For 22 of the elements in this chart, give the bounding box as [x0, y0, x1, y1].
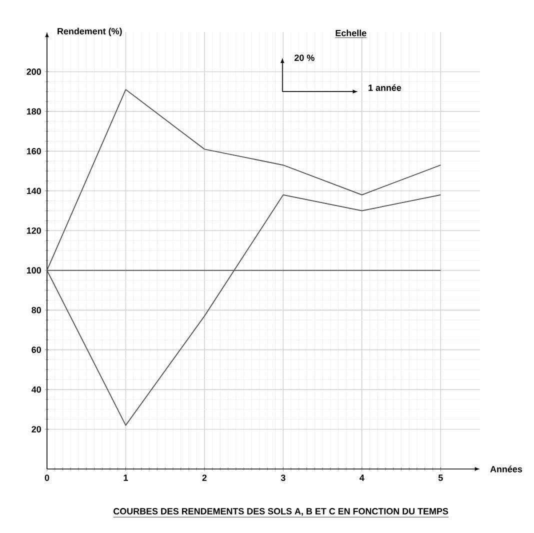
y-tick-label: 140: [26, 188, 41, 194]
annotation: Echelle: [336, 30, 366, 36]
y-axis-title: Rendement (%): [58, 28, 122, 36]
x-tick-label: 4: [360, 474, 364, 481]
y-tick-label: 160: [26, 148, 41, 154]
x-tick-label: 3: [280, 474, 286, 481]
y-tick-label: 80: [32, 306, 41, 314]
x-tick-label: 2: [202, 474, 207, 481]
annotation: 1 année: [368, 84, 402, 91]
y-tick-label: 40: [32, 386, 41, 393]
y-tick-label: 100: [26, 267, 41, 274]
x-tick-label: 5: [438, 474, 443, 481]
y-tick-label: 60: [32, 346, 41, 353]
y-tick-label: 200: [26, 68, 41, 75]
y-tick-label: 120: [26, 227, 41, 234]
text: COURBES DES RENDEMENTS DES SOLS A, B ET C EN FONCTION DU TEMPS: [114, 508, 448, 516]
y-tick-label: 20: [32, 426, 41, 432]
x-tick-label: 0: [44, 474, 50, 481]
x-axis-title: Années: [490, 466, 522, 472]
y-tick-label: 180: [26, 108, 41, 115]
x-tick-label: 1: [124, 474, 128, 481]
annotation: 20 %: [294, 54, 314, 61]
